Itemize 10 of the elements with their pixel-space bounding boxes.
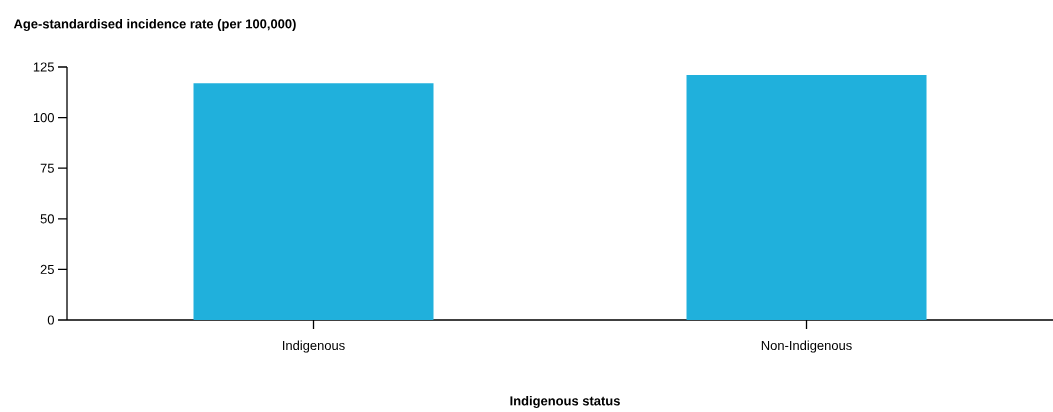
x-axis-title: Indigenous status: [510, 395, 620, 409]
x-tick-label: Indigenous: [283, 340, 345, 353]
y-tick-label: 125: [33, 62, 54, 72]
x-tick-label: Non-Indigenous: [761, 340, 852, 353]
y-tick-label: 75: [40, 163, 54, 173]
chart-title: Age-standardised incidence rate (per 100,000): [13, 18, 296, 32]
y-tick-label: 100: [33, 113, 54, 123]
y-tick-label: 50: [40, 214, 54, 224]
y-tick-label: 0: [47, 315, 54, 325]
y-tick-label: 25: [40, 264, 54, 274]
